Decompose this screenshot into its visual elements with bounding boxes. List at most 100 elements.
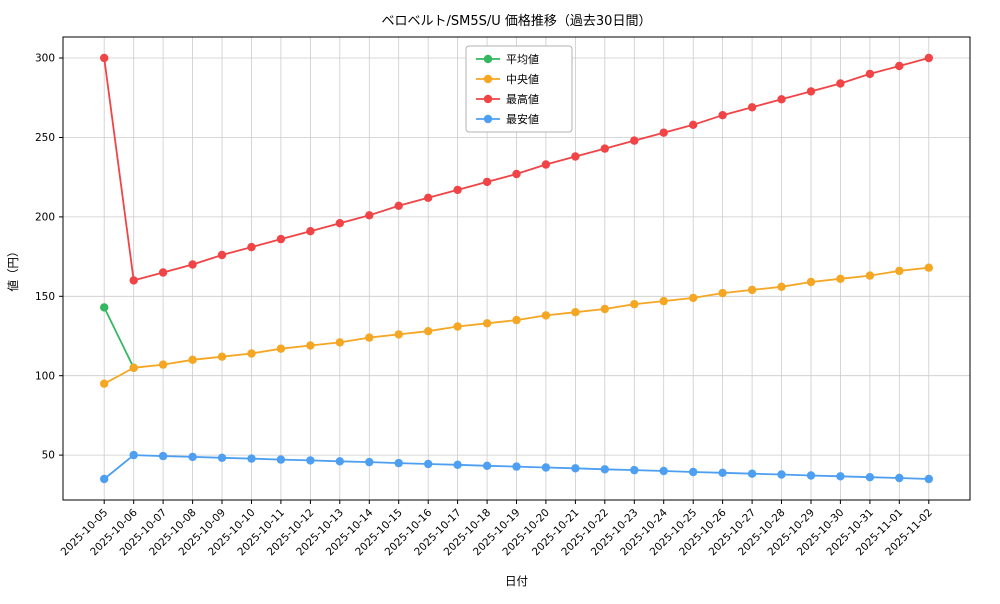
series-max-marker [335,219,344,228]
series-median-marker [924,263,933,272]
y-tick-label: 50 [42,450,55,462]
series-median-marker [659,296,668,306]
series-max-marker [777,95,786,104]
legend-label-min: 最安値 [506,112,539,126]
series-max-marker [306,227,315,236]
series-min-marker [482,461,492,470]
y-tick-label: 150 [35,291,55,303]
series-min-marker [600,465,609,474]
series-min-marker [806,471,816,480]
legend-box [465,45,573,133]
series-median-marker [365,333,374,342]
legend-marker-max [483,94,493,104]
series-min-marker [865,473,875,482]
series-min-marker [306,456,315,465]
series-max-marker [836,79,845,88]
legend-marker-average [483,54,493,64]
series-median-marker [424,327,433,336]
series-min-marker [335,457,344,466]
series-min-marker [100,474,109,484]
series-max-marker [247,242,256,252]
y-tick-label: 200 [35,212,55,224]
series-median-marker [747,285,757,295]
series-median-marker [512,315,521,325]
legend-label-median: 中央値 [506,73,539,86]
series-median-marker [100,379,109,388]
series-median-marker [335,338,344,347]
series-median-line [100,263,933,388]
series-min-marker [630,465,639,475]
series-min-marker [718,468,727,477]
series-median-marker [158,360,168,369]
series-max-marker [895,61,904,71]
y-axis-ticks: 50 100 150 200 250 300 [35,53,63,462]
series-average-line [100,303,138,372]
series-median-marker [541,311,551,320]
series-min-marker [512,462,521,471]
series-min-marker [747,469,757,478]
series-median-marker [630,300,639,309]
series-min-line [100,450,933,484]
series-median-marker [836,274,845,283]
series-median-marker [718,288,727,298]
series-min-marker [365,457,374,467]
series-median-marker [571,308,580,317]
series-max-marker [424,193,433,202]
series-min-marker [777,470,786,479]
series-median-marker [482,319,492,328]
series-min-marker [424,459,433,469]
series-max-marker [276,234,286,244]
series-max-marker [659,128,668,137]
series-min-marker [394,458,403,468]
chart-title: ベロベルト/SM5S/U 価格推移（過去30日間） [382,13,652,29]
series-max-marker [747,103,757,112]
series-median-marker [453,322,462,331]
series-min-marker [247,454,256,463]
series-max-marker [365,211,374,220]
legend-label-max: 最高値 [506,92,539,106]
series-min-marker [659,466,668,476]
series-min-marker [836,472,845,481]
series-max-marker [482,177,492,187]
series-max-marker [718,111,727,120]
series-max-marker [630,136,639,145]
legend-marker-median [483,74,493,84]
series-min-marker [924,474,933,484]
series-median-marker [806,277,816,287]
series-average-marker [100,303,109,312]
series-min-marker [541,463,551,472]
series-max-line [100,53,933,285]
series-median-marker [689,293,698,303]
series-max-marker [188,260,197,269]
series-max-marker [453,185,462,195]
series-max-marker [100,53,109,63]
series-median-marker [276,344,286,353]
series-min-marker [188,452,197,462]
series-max-marker [571,152,580,161]
x-axis-ticks: 2025-10-052025-10-062025-10-072025-10-08… [59,500,935,558]
series-median-marker [247,349,256,358]
series-max-marker [217,250,227,260]
series-median-marker [865,271,875,280]
series-max-marker [158,268,168,277]
series-median-marker [306,341,315,350]
series-median-marker [394,330,403,339]
series-min-marker [689,467,698,477]
series-max-marker [865,69,875,79]
series-max-marker [129,276,138,285]
series-median-marker [129,363,138,372]
series-median-marker [777,282,786,291]
series-min-marker [895,473,904,483]
series-max-marker [600,144,609,153]
series-median-marker [600,304,609,314]
y-tick-label: 250 [35,132,55,144]
series-max-marker [541,160,551,169]
series-max-marker [924,53,933,63]
series-median-marker [895,266,904,276]
series-median-marker [217,352,227,361]
legend-label-average: 平均値 [506,53,539,66]
x-axis-label: 日付 [505,574,528,588]
